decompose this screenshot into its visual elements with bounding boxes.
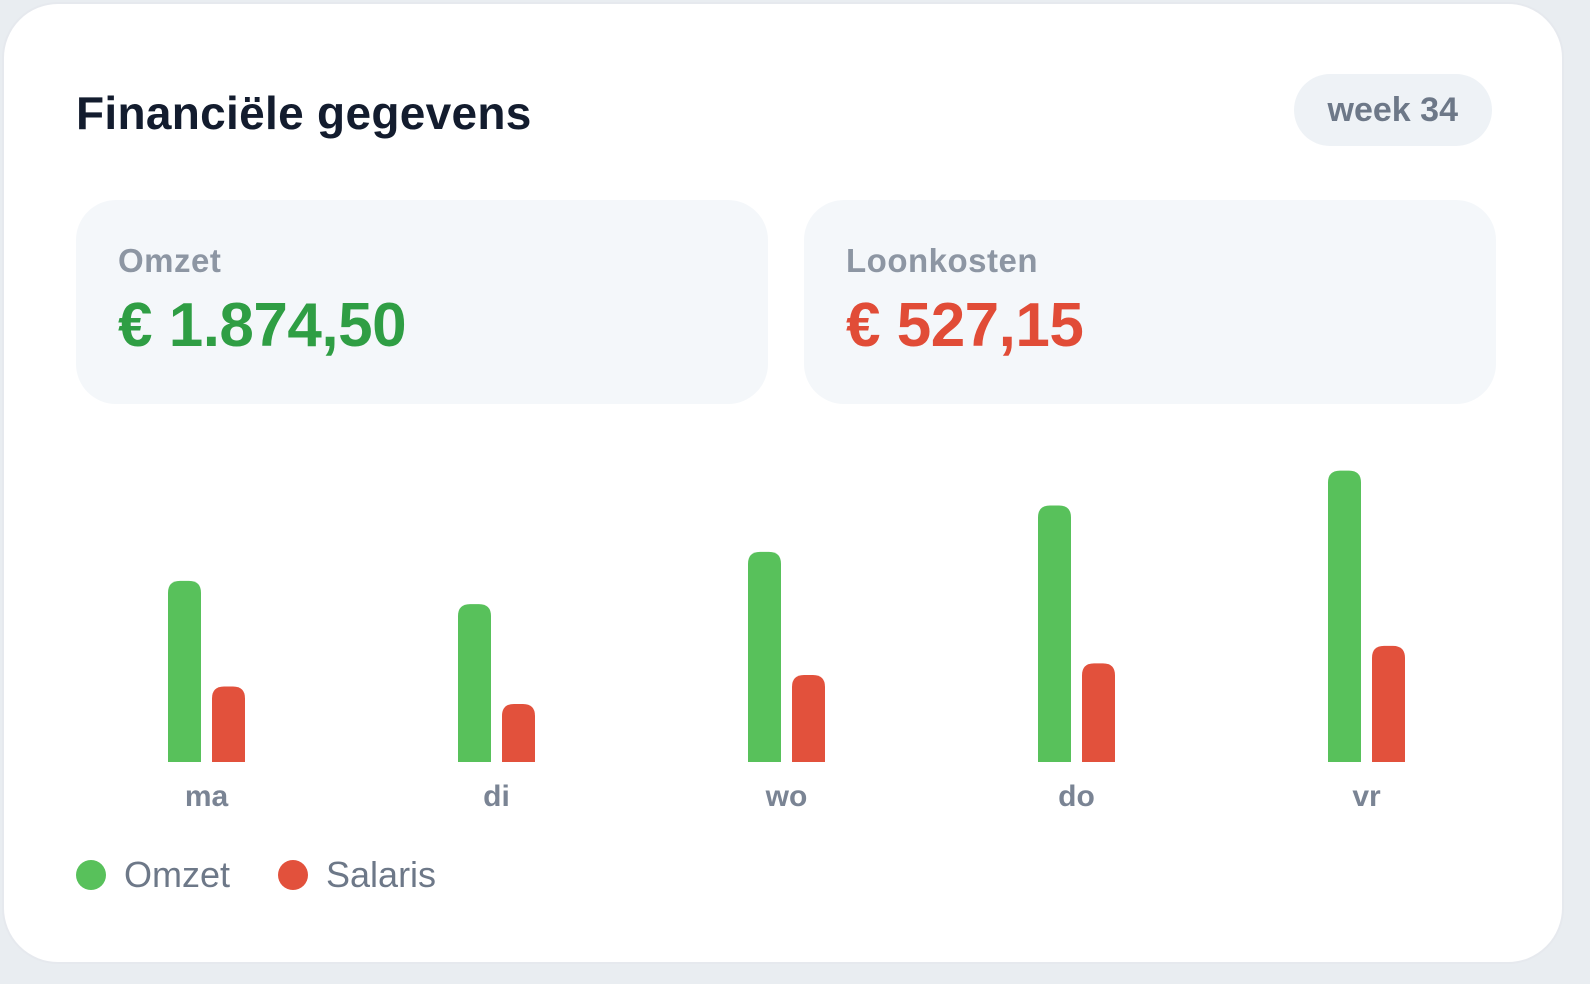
bar-omzet-wo bbox=[748, 551, 781, 762]
chart-legend: Omzet Salaris bbox=[76, 854, 436, 896]
bar-salaris-vr bbox=[1372, 645, 1405, 762]
legend-item-revenue: Omzet bbox=[76, 854, 230, 896]
week-badge[interactable]: week 34 bbox=[1293, 74, 1492, 146]
bar-omzet-di bbox=[458, 604, 491, 762]
legend-item-salary: Salaris bbox=[278, 854, 436, 896]
legend-dot-icon bbox=[278, 860, 309, 890]
legend-dot-icon bbox=[76, 860, 106, 890]
legend-label-revenue: Omzet bbox=[124, 854, 231, 895]
bar-omzet-ma bbox=[168, 580, 201, 762]
x-tick-label: di bbox=[483, 780, 510, 813]
wages-stat-label: Loonkosten bbox=[846, 242, 1038, 279]
bar-salaris-ma bbox=[212, 686, 245, 762]
bar-omzet-do bbox=[1038, 505, 1071, 762]
x-tick-label: ma bbox=[185, 780, 229, 813]
x-tick-label: vr bbox=[1352, 780, 1381, 813]
financial-card: Financiële gegevens week 34 Omzet € 1.87… bbox=[2, 2, 1564, 964]
revenue-stat-value: € 1.874,50 bbox=[118, 291, 407, 360]
wages-stat-value: € 527,15 bbox=[846, 291, 1084, 360]
bar-salaris-di bbox=[502, 703, 535, 762]
card-title: Financiële gegevens bbox=[76, 87, 532, 139]
x-tick-label: do bbox=[1058, 780, 1095, 813]
bar-omzet-vr bbox=[1328, 470, 1361, 762]
bar-chart: ma di wo do vr bbox=[168, 470, 1405, 813]
bar-salaris-wo bbox=[792, 674, 825, 762]
revenue-stat-label: Omzet bbox=[118, 242, 222, 279]
bar-salaris-do bbox=[1082, 663, 1115, 762]
revenue-stat-card: Omzet € 1.874,50 bbox=[76, 200, 768, 404]
legend-label-salary: Salaris bbox=[326, 854, 437, 895]
x-tick-label: wo bbox=[765, 780, 808, 813]
wages-stat-card: Loonkosten € 527,15 bbox=[804, 200, 1496, 404]
